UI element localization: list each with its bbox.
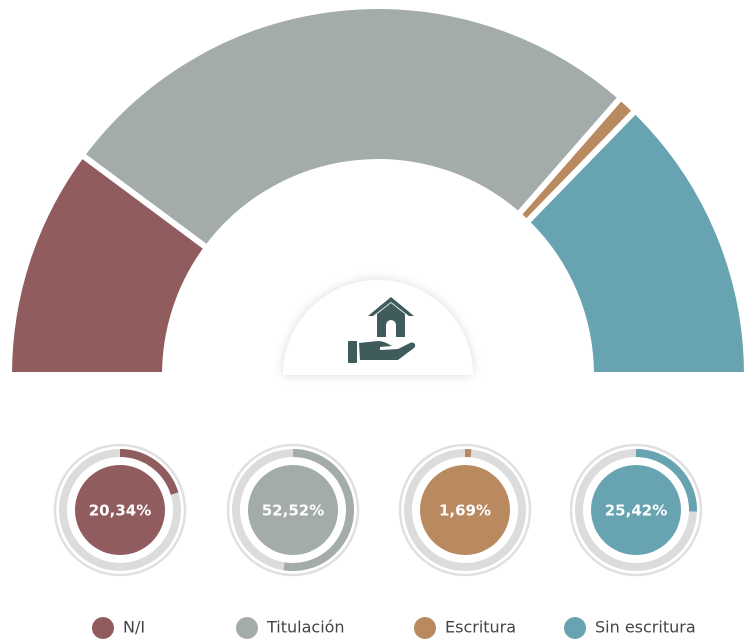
legend-swatch [236,617,258,639]
legend: N/I Titulación Escritura Sin escritura [92,617,696,639]
value-label: 20,34% [89,502,151,520]
gauge-core [420,465,510,555]
gauge-arc [635,449,697,512]
center-badge [283,280,473,375]
legend-label: Escritura [445,618,516,637]
gauge-core [248,465,338,555]
value-label: 52,52% [262,502,324,520]
legend-swatch [564,617,586,639]
semi-donut [5,3,747,378]
gauge-arc [119,449,179,495]
gauge-arc [283,449,354,571]
legend-label: Sin escritura [595,618,696,637]
legend-label: N/I [123,618,145,637]
gauge-core [75,465,165,555]
gauges: 20,34% 52,52% 1,69% 25,42% [53,443,703,577]
value-label: 1,69% [439,502,491,520]
house-hand-icon [348,297,416,363]
segment [77,3,626,253]
legend-label: Titulación [266,618,345,637]
gauge-core [591,465,681,555]
legend-swatch [414,617,436,639]
legend-swatch [92,617,114,639]
value-label: 25,42% [605,502,667,520]
